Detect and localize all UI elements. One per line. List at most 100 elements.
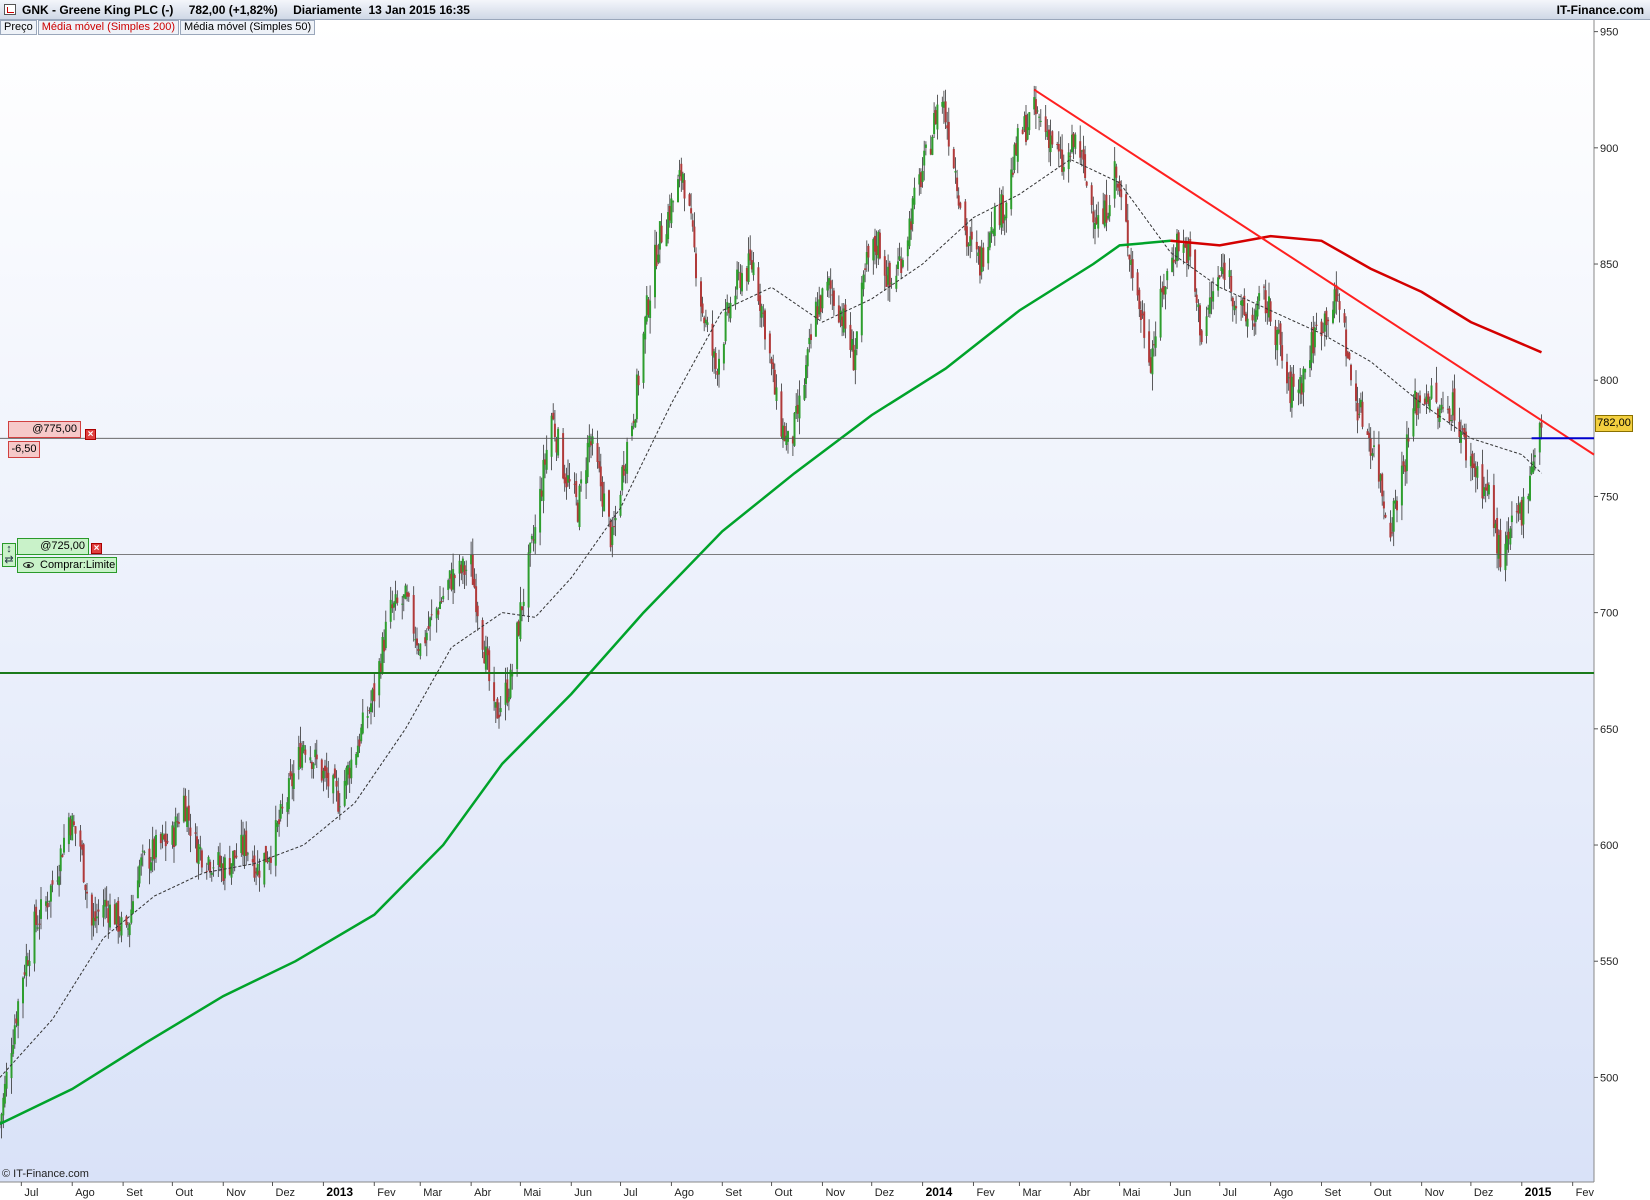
candle [425,628,428,657]
candle [553,410,556,442]
legend-sma-200[interactable]: Média móvel (Simples 200) [37,20,180,35]
month-tick-label: Jul [624,1187,638,1199]
close-icon[interactable]: × [85,429,96,440]
candle [379,653,382,679]
year-tick-label: 2013 [326,1185,353,1199]
candle [573,472,576,494]
legend-price[interactable]: Preço [0,20,37,35]
candle [235,843,238,859]
candle [1240,294,1243,321]
order-drag-handle-icon[interactable]: ↕ ⇄ [2,543,16,567]
candle [1338,293,1341,323]
candle [660,213,663,244]
candle [1509,526,1512,550]
candle [1241,297,1244,318]
candle [186,806,189,832]
candle [668,194,671,228]
candle [10,1037,13,1094]
candle [105,886,108,919]
candle [545,435,548,474]
candle [613,511,615,536]
candle [888,260,891,302]
candle [416,627,418,655]
candle [805,355,807,399]
candle [92,903,95,937]
candle [1171,247,1174,273]
candle [1304,368,1307,380]
candle [1391,517,1394,537]
candle [890,277,893,289]
candle [1437,406,1439,430]
candle [143,850,146,856]
candle [1263,284,1265,300]
brand-logo: IT-Finance.com [1556,3,1644,17]
month-tick-label: Abr [1073,1187,1090,1199]
candle [1428,396,1431,413]
sma-200-line-falling [1170,234,1542,354]
candle [565,467,568,500]
trendline-line[interactable] [1033,88,1595,456]
candle [1254,303,1257,335]
candle [258,858,261,892]
candle [837,295,840,324]
legend-sma-50[interactable]: Média móvel (Simples 50) [180,20,316,35]
candle [5,1062,8,1097]
candle [1414,378,1417,414]
candle [1092,196,1095,239]
candle [461,556,464,584]
candle [1519,501,1522,520]
candle [1302,366,1305,407]
sell-order-price[interactable]: @775,00 [8,421,81,438]
candle [517,619,520,637]
candle [222,856,225,885]
month-tick-label: Ago [674,1187,694,1199]
candle [118,916,121,938]
candle [678,159,681,188]
candle [874,228,876,265]
candle [233,850,236,872]
candle [695,247,697,287]
candle [887,254,890,301]
candle [401,596,404,620]
candle [1440,398,1443,414]
candle [908,211,911,250]
candle [1143,303,1146,349]
candle [542,444,545,514]
candle [1540,414,1543,440]
candle [818,286,821,317]
candle [97,899,100,926]
candle [117,897,120,944]
candle [67,812,70,852]
candle [269,845,272,875]
candle [243,828,246,869]
candle [1016,123,1019,174]
month-tick-label: Mar [1022,1187,1041,1199]
candle [657,243,660,265]
month-tick-label: Fev [377,1187,396,1199]
month-tick-label: Dez [1474,1187,1494,1199]
candle [286,797,289,827]
candle [447,578,450,601]
close-icon[interactable]: × [91,543,102,554]
candle [929,135,932,156]
candle [1332,301,1334,325]
candle [933,102,936,138]
candle [276,820,279,833]
candle [1371,448,1374,461]
buy-order-type[interactable]: Comprar:Limite [17,557,117,573]
candle [350,747,353,784]
price-tick-label: 700 [1600,608,1618,620]
candle [1000,189,1003,235]
candle [862,270,865,297]
candle [793,412,796,447]
candle [1251,307,1254,330]
buy-order-price[interactable]: @725,00 [17,538,89,555]
candle [148,839,151,885]
candle [1290,367,1293,418]
candle [384,610,387,651]
candle [1506,521,1508,566]
candle [440,597,443,604]
candle [851,329,853,352]
candle [911,196,914,232]
